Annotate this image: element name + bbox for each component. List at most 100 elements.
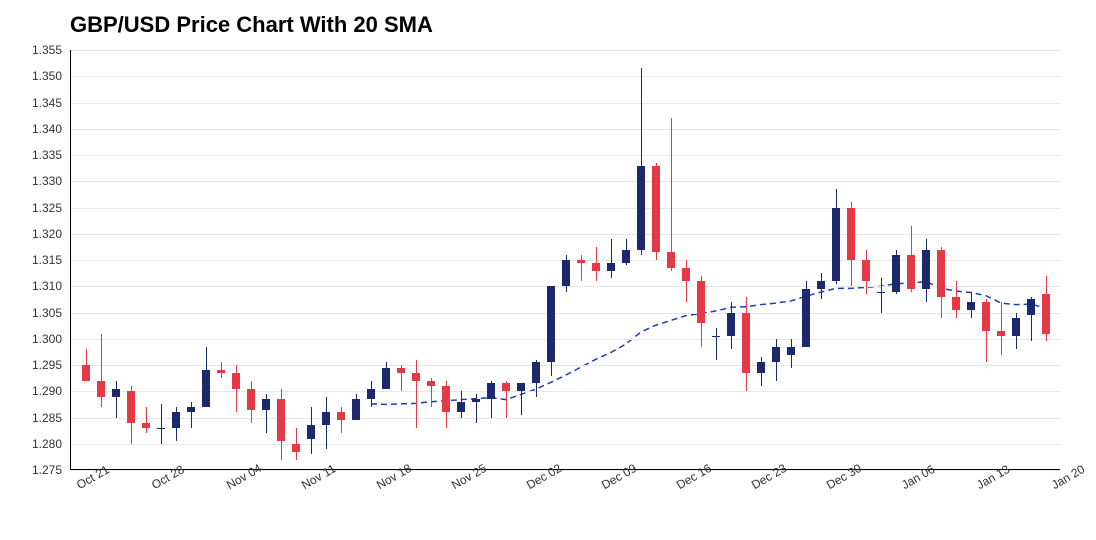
candle-body bbox=[1027, 299, 1035, 315]
y-tick-label: 1.280 bbox=[32, 437, 62, 451]
candle-body bbox=[532, 362, 540, 383]
candle-body bbox=[667, 252, 675, 268]
candle-body bbox=[907, 255, 915, 289]
y-tick-label: 1.300 bbox=[32, 332, 62, 346]
candle-body bbox=[847, 208, 855, 261]
gridline-h bbox=[71, 339, 1060, 340]
candle-wick bbox=[611, 239, 612, 278]
plot-area: 1.2751.2801.2851.2901.2951.3001.3051.310… bbox=[70, 50, 1060, 470]
y-tick-label: 1.320 bbox=[32, 227, 62, 241]
candle-wick bbox=[671, 118, 672, 270]
y-tick-label: 1.330 bbox=[32, 174, 62, 188]
candle-body bbox=[877, 292, 885, 293]
x-tick-label: Nov 04 bbox=[224, 461, 264, 492]
candle-body bbox=[562, 260, 570, 286]
gridline-h bbox=[71, 313, 1060, 314]
candle-wick bbox=[191, 402, 192, 428]
candle-body bbox=[997, 331, 1005, 336]
y-tick-label: 1.355 bbox=[32, 43, 62, 57]
candle-body bbox=[337, 412, 345, 420]
candle-wick bbox=[1001, 302, 1002, 355]
candle-body bbox=[157, 428, 165, 429]
y-tick-label: 1.335 bbox=[32, 148, 62, 162]
gridline-h bbox=[71, 103, 1060, 104]
chart-title: GBP/USD Price Chart With 20 SMA bbox=[70, 12, 433, 38]
candle-body bbox=[232, 373, 240, 389]
candle-body bbox=[577, 260, 585, 263]
x-tick-label: Dec 16 bbox=[674, 461, 714, 492]
gridline-h bbox=[71, 129, 1060, 130]
candle-wick bbox=[881, 278, 882, 312]
candle-body bbox=[727, 313, 735, 337]
candle-body bbox=[922, 250, 930, 289]
candle-body bbox=[547, 286, 555, 362]
candle-body bbox=[172, 412, 180, 428]
candle-body bbox=[397, 368, 405, 373]
candle-body bbox=[217, 370, 225, 373]
candle-body bbox=[142, 423, 150, 428]
candle-body bbox=[772, 347, 780, 363]
candle-body bbox=[277, 399, 285, 441]
candle-body bbox=[802, 289, 810, 347]
candle-body bbox=[457, 402, 465, 413]
candle-wick bbox=[341, 407, 342, 433]
candle-wick bbox=[416, 360, 417, 428]
gridline-h bbox=[71, 418, 1060, 419]
gridline-h bbox=[71, 181, 1060, 182]
x-tick-label: Dec 09 bbox=[599, 461, 639, 492]
x-tick-label: Jan 20 bbox=[1049, 462, 1087, 492]
candle-body bbox=[352, 399, 360, 420]
gridline-h bbox=[71, 234, 1060, 235]
candle-body bbox=[1042, 294, 1050, 333]
x-tick-label: Oct 28 bbox=[149, 462, 187, 492]
candle-body bbox=[412, 373, 420, 381]
x-tick-label: Nov 11 bbox=[299, 461, 338, 492]
candle-body bbox=[697, 281, 705, 323]
sma-polyline bbox=[371, 282, 1046, 405]
x-tick-label: Jan 13 bbox=[974, 462, 1012, 492]
candle-body bbox=[862, 260, 870, 281]
candle-body bbox=[307, 425, 315, 438]
candle-wick bbox=[161, 404, 162, 443]
candle-body bbox=[1012, 318, 1020, 336]
gridline-h bbox=[71, 76, 1060, 77]
gridline-h bbox=[71, 391, 1060, 392]
x-tick-label: Nov 18 bbox=[374, 461, 414, 492]
candle-body bbox=[442, 386, 450, 412]
candle-body bbox=[487, 383, 495, 399]
y-tick-label: 1.275 bbox=[32, 463, 62, 477]
candle-body bbox=[367, 389, 375, 400]
gridline-h bbox=[71, 50, 1060, 51]
x-tick-label: Dec 23 bbox=[749, 461, 789, 492]
y-tick-label: 1.340 bbox=[32, 122, 62, 136]
gridline-h bbox=[71, 208, 1060, 209]
chart-container: 1.2751.2801.2851.2901.2951.3001.3051.310… bbox=[70, 50, 1060, 470]
x-tick-label: Nov 25 bbox=[449, 461, 489, 492]
x-tick-label: Oct 21 bbox=[74, 462, 112, 492]
candle-body bbox=[82, 365, 90, 381]
y-tick-label: 1.325 bbox=[32, 201, 62, 215]
candle-body bbox=[427, 381, 435, 386]
candle-wick bbox=[116, 381, 117, 418]
candle-body bbox=[622, 250, 630, 263]
candle-body bbox=[187, 407, 195, 412]
candle-body bbox=[682, 268, 690, 281]
y-tick-label: 1.345 bbox=[32, 96, 62, 110]
candle-body bbox=[937, 250, 945, 297]
candle-body bbox=[607, 263, 615, 271]
candle-body bbox=[817, 281, 825, 289]
candle-body bbox=[292, 444, 300, 452]
candle-body bbox=[712, 336, 720, 337]
x-tick-label: Dec 02 bbox=[524, 461, 564, 492]
y-tick-label: 1.310 bbox=[32, 279, 62, 293]
candle-wick bbox=[146, 407, 147, 433]
candle-body bbox=[787, 347, 795, 355]
gridline-h bbox=[71, 155, 1060, 156]
candle-wick bbox=[581, 255, 582, 281]
candle-body bbox=[832, 208, 840, 282]
gridline-h bbox=[71, 365, 1060, 366]
candle-body bbox=[262, 399, 270, 410]
y-tick-label: 1.290 bbox=[32, 384, 62, 398]
candle-body bbox=[97, 381, 105, 397]
candle-body bbox=[322, 412, 330, 425]
